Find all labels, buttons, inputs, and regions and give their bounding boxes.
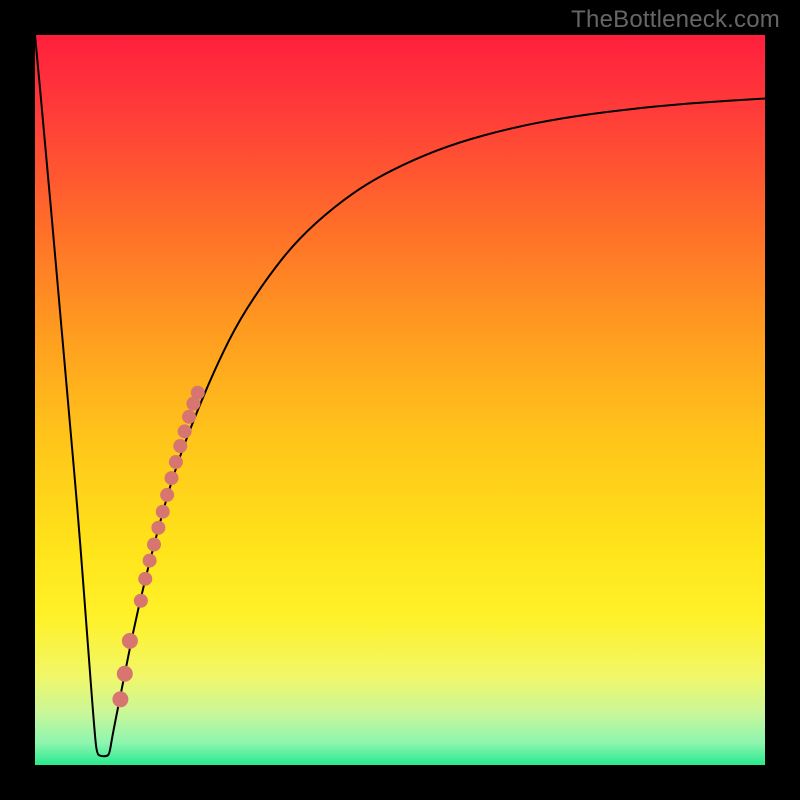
watermark-text: TheBottleneck.com <box>571 6 780 34</box>
data-point <box>117 666 133 682</box>
data-point <box>160 488 174 502</box>
chart-background <box>35 35 765 765</box>
data-point <box>151 521 165 535</box>
data-point <box>156 505 170 519</box>
chart-svg <box>35 35 765 765</box>
data-point <box>165 471 179 485</box>
data-point <box>112 691 128 707</box>
data-point <box>143 554 157 568</box>
data-point <box>191 386 205 400</box>
data-point <box>178 424 192 438</box>
data-point <box>169 455 183 469</box>
data-point <box>122 633 138 649</box>
data-point <box>138 572 152 586</box>
data-point <box>173 439 187 453</box>
data-point <box>147 538 161 552</box>
chart-area <box>35 35 765 765</box>
data-point <box>182 410 196 424</box>
data-point <box>134 594 148 608</box>
